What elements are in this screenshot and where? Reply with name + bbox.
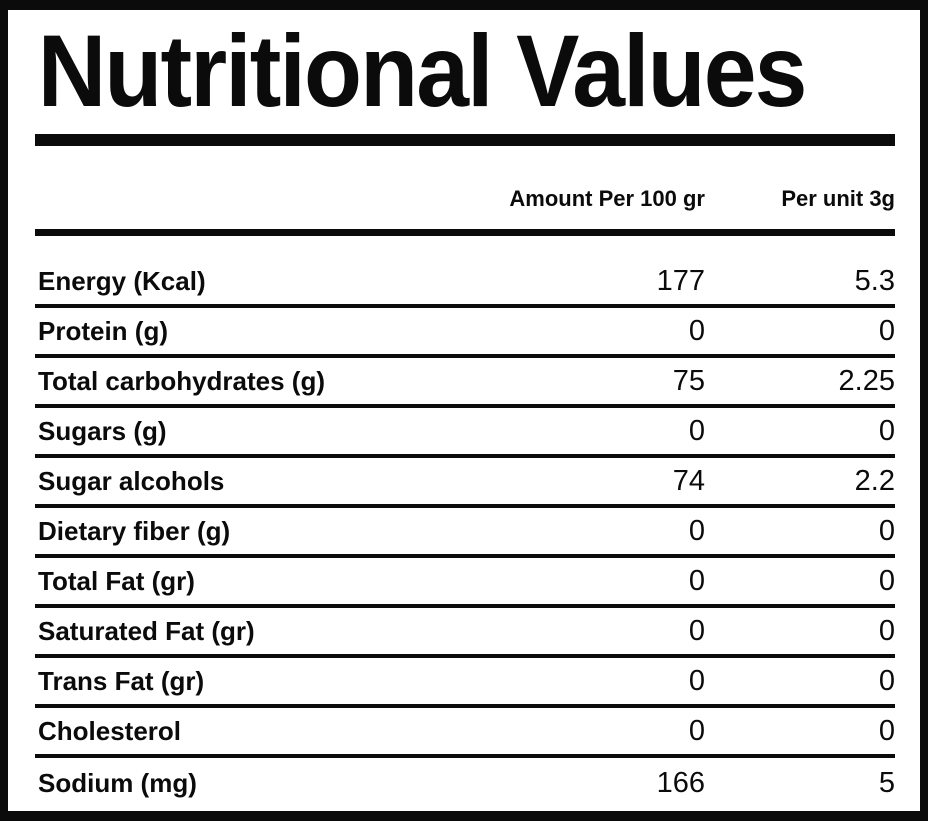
page-title: Nutritional Values [37, 14, 808, 128]
row-label: Protein (g) [38, 315, 168, 346]
row-label: Energy (Kcal) [38, 265, 206, 296]
column-header-amount-per-100: Amount Per 100 gr [509, 186, 705, 211]
row-value-per-100: 0 [688, 564, 705, 597]
row-value-per-100: 74 [672, 464, 705, 497]
table-body: Energy (Kcal) 177 5.3 Protein (g) 0 0 To… [35, 258, 895, 808]
row-label: Sodium (mg) [38, 767, 197, 798]
row-value-per-unit: 0 [878, 564, 895, 597]
column-header-per-unit: Per unit 3g [781, 186, 895, 211]
row-value-per-100: 166 [656, 766, 705, 799]
header-divider-line [35, 229, 895, 236]
table-row: Protein (g) 0 0 [35, 308, 895, 358]
row-value-per-unit: 0 [878, 314, 895, 347]
row-value-per-100: 0 [688, 314, 705, 347]
row-value-per-unit: 5 [878, 766, 895, 799]
table-row: Energy (Kcal) 177 5.3 [35, 258, 895, 308]
row-value-per-100: 0 [688, 514, 705, 547]
row-label: Cholesterol [38, 715, 182, 746]
row-label: Total Fat (gr) [38, 565, 195, 596]
table-row: Sodium (mg) 166 5 [35, 758, 895, 808]
row-label: Saturated Fat (gr) [38, 615, 255, 646]
row-label: Sugar alcohols [38, 465, 225, 496]
row-value-per-unit: 2.25 [838, 364, 895, 397]
row-label: Trans Fat (gr) [38, 665, 205, 696]
row-label: Dietary fiber (g) [38, 515, 231, 546]
row-value-per-unit: 0 [878, 414, 895, 447]
table-row: Trans Fat (gr) 0 0 [35, 658, 895, 708]
row-value-per-100: 0 [688, 714, 705, 747]
row-value-per-100: 0 [688, 614, 705, 647]
row-value-per-unit: 2.2 [854, 464, 895, 497]
table-row: Total carbohydrates (g) 75 2.25 [35, 358, 895, 408]
row-value-per-100: 0 [688, 664, 705, 697]
row-value-per-unit: 5.3 [854, 264, 895, 297]
row-value-per-unit: 0 [878, 714, 895, 747]
table-row: Dietary fiber (g) 0 0 [35, 508, 895, 558]
row-label: Total carbohydrates (g) [38, 365, 326, 396]
row-label: Sugars (g) [38, 415, 167, 446]
label-content: Nutritional Values Amount Per 100 gr Per… [8, 20, 920, 808]
row-value-per-100: 75 [672, 364, 705, 397]
row-value-per-100: 0 [688, 414, 705, 447]
table-header-row: Amount Per 100 gr Per unit 3g [35, 186, 895, 212]
table-row: Cholesterol 0 0 [35, 708, 895, 758]
row-value-per-100: 177 [656, 264, 705, 297]
table-row: Total Fat (gr) 0 0 [35, 558, 895, 608]
row-value-per-unit: 0 [878, 614, 895, 647]
table-row: Sugars (g) 0 0 [35, 408, 895, 458]
table-row: Sugar alcohols 74 2.2 [35, 458, 895, 508]
row-value-per-unit: 0 [878, 514, 895, 547]
table-row: Saturated Fat (gr) 0 0 [35, 608, 895, 658]
row-value-per-unit: 0 [878, 664, 895, 697]
title-divider-bar [35, 134, 895, 146]
